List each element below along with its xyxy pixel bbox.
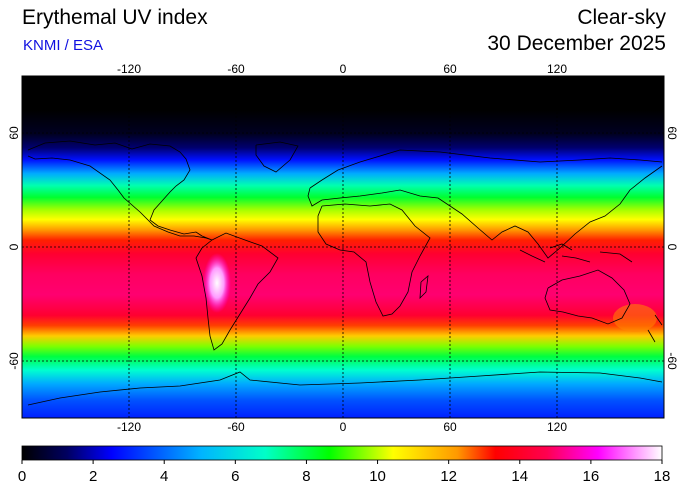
lat-tick-label-left: 0: [7, 243, 21, 250]
antarctica-coast: [27, 371, 663, 406]
australia-uv-maximum: [613, 304, 657, 332]
indonesia-coast: [519, 243, 633, 263]
colorbar-tick-label: 4: [160, 468, 168, 485]
lon-tick-label-top: -60: [227, 62, 245, 76]
colorbar-tick-label: 6: [231, 468, 239, 485]
map-frame: [21, 75, 665, 419]
greenland-coast: [255, 141, 299, 173]
lon-tick-label-top: 60: [443, 62, 457, 76]
lon-tick-label-bottom: -60: [227, 420, 245, 434]
lat-tick-label-right: 60: [665, 126, 679, 140]
lat-tick-label-left: -60: [7, 352, 21, 370]
new-zealand-coast: [647, 314, 663, 343]
lat-tick-label-right: 0: [665, 244, 679, 251]
colorbar-tick-label: 10: [369, 468, 386, 485]
australia-coast: [544, 269, 631, 325]
lat-tick-label-left: 60: [7, 126, 21, 140]
eurasia-coast: [307, 149, 663, 259]
sky-condition-label: Clear-sky: [577, 6, 666, 29]
lon-tick-label-bottom: 120: [547, 420, 567, 434]
colorbar-tick-label: 16: [583, 468, 600, 485]
madagascar-coast: [419, 275, 429, 300]
colorbar-tick-label: 0: [18, 468, 26, 485]
lat-tick-label-right: -60: [665, 352, 679, 370]
lon-tick-label-bottom: 60: [443, 420, 457, 434]
colorbar-tick-label: 12: [440, 468, 457, 485]
lon-tick-label-top: -120: [117, 62, 141, 76]
lon-tick-label-top: 120: [547, 62, 567, 76]
colorbar-tick-label: 18: [654, 468, 671, 485]
africa-coast: [317, 203, 431, 317]
credit-label: KNMI / ESA: [23, 37, 104, 54]
colorbar-tick-label: 8: [302, 468, 310, 485]
lon-tick-label-bottom: 0: [340, 420, 347, 434]
lon-tick-label-top: 0: [340, 62, 347, 76]
north-america-coast: [27, 140, 213, 241]
colorbar-ticks: 0 2 4 6 8 10 12 14 16 18: [18, 460, 671, 485]
south-america-coast: [195, 232, 279, 351]
andes-uv-maximum: [203, 253, 231, 313]
date-label: 30 December 2025: [487, 32, 666, 55]
colorbar-tick-label: 14: [511, 468, 528, 485]
map-title: Erythemal UV index: [22, 6, 208, 29]
colorbar-tick-label: 2: [89, 468, 97, 485]
lon-tick-label-bottom: -120: [117, 420, 141, 434]
colorbar: [21, 445, 663, 461]
coastlines: [27, 140, 663, 406]
graticule: [22, 76, 664, 418]
